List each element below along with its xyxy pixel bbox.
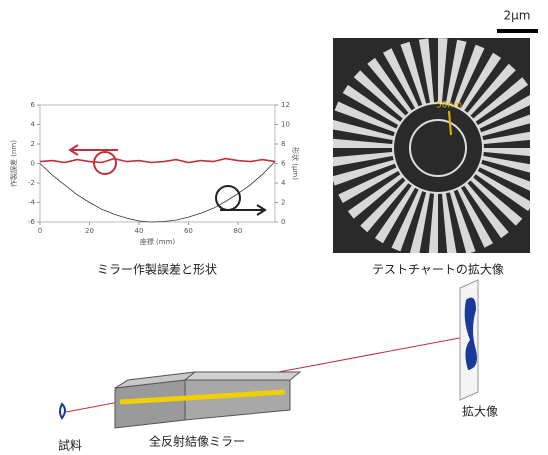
x-tick-label: 40 (134, 227, 143, 235)
spoke (445, 39, 467, 105)
clip-edge (320, 35, 333, 260)
x-tick-label: 80 (233, 227, 242, 235)
x-tick-label: 0 (38, 227, 42, 235)
spoke (460, 52, 502, 112)
spoke (478, 163, 542, 195)
plot-frame (39, 104, 276, 223)
y-tick-label: 4 (31, 121, 36, 129)
shape-marker (215, 185, 241, 211)
spoke (328, 151, 394, 168)
x-tick-label: 60 (184, 227, 193, 235)
star-pattern (320, 30, 548, 260)
spoke (453, 44, 485, 108)
y2-tick-label: 4 (281, 179, 286, 187)
x-axis-label: 座標 (mm) (140, 237, 176, 246)
y-axis-label: 作製誤差 (nm) (9, 140, 18, 187)
spoke (463, 182, 509, 239)
spoke (441, 192, 458, 258)
spoke (466, 63, 516, 117)
spoke (374, 184, 416, 244)
reflection (119, 389, 286, 405)
spoke (474, 170, 534, 212)
image-caption: テストチャートの拡大像 (372, 263, 504, 277)
ring (409, 119, 467, 177)
spoke (418, 38, 435, 104)
series-line (39, 161, 276, 223)
spoke (338, 167, 399, 203)
spoke (383, 48, 419, 109)
y2-axis-label: 形状 (μm) (291, 147, 300, 180)
y-tick-label: 6 (31, 101, 36, 109)
spoke (469, 176, 523, 226)
image-icon (464, 297, 477, 370)
chart-caption: ミラー作製誤差と形状 (97, 262, 217, 277)
y2-tick-label: 10 (281, 121, 290, 129)
series-line (39, 157, 276, 164)
spoke (367, 57, 413, 114)
spoke (457, 187, 493, 248)
spoke (328, 138, 394, 148)
x-tick-label: 20 (85, 227, 94, 235)
spoke (391, 188, 423, 252)
sample-icon (59, 402, 66, 420)
spoke (400, 41, 427, 106)
spoke (449, 190, 476, 255)
spoke (342, 84, 402, 126)
y-tick-label: 2 (31, 140, 35, 148)
clip-edge (320, 253, 548, 258)
ring (392, 102, 484, 194)
y-tick-label: -6 (28, 218, 36, 226)
y2-tick-label: 8 (281, 140, 285, 148)
spoke (334, 101, 398, 133)
clip-edge (530, 30, 548, 260)
mirror-label: 全反射結像ミラー (149, 434, 245, 449)
spoke (472, 77, 529, 123)
spoke (347, 173, 404, 219)
mirror-2 (184, 379, 291, 421)
spoke (409, 191, 431, 257)
marker-label: 50nm (436, 101, 462, 111)
spoke (438, 38, 448, 104)
error-arrow (68, 144, 118, 156)
y2-tick-label: 0 (281, 218, 285, 226)
y2-tick-label: 12 (281, 101, 290, 109)
mirror-2-top (183, 371, 302, 381)
y-tick-label: -4 (28, 199, 36, 207)
spoke (428, 192, 438, 258)
error-marker (93, 151, 117, 175)
spoke (329, 119, 395, 141)
y2-tick-label: 6 (281, 160, 286, 168)
spoke (480, 110, 545, 137)
scale-label: 2μm (504, 9, 531, 23)
screen (459, 279, 479, 401)
sample-label: 試料 (58, 438, 82, 453)
shape-arrow (220, 204, 267, 216)
y2-tick-label: 2 (281, 199, 285, 207)
marker-arrow (448, 110, 452, 136)
y-tick-label: -2 (28, 179, 35, 187)
spoke (360, 179, 410, 233)
spoke (353, 70, 407, 120)
image-label: 拡大像 (462, 405, 498, 419)
spoke (331, 159, 396, 186)
spoke (477, 93, 538, 129)
y-tick-label: 0 (31, 160, 35, 168)
